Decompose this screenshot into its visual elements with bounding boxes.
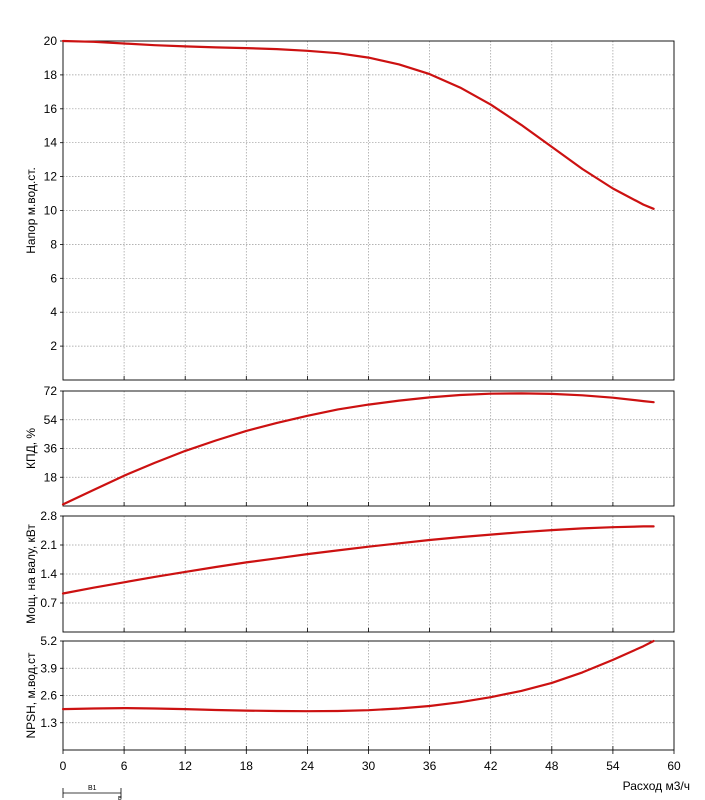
y-axis-title: КПД, % <box>24 428 38 469</box>
x-tick-label: 12 <box>179 759 193 773</box>
y-tick-label: 72 <box>44 384 58 398</box>
series-line-head <box>61 39 655 210</box>
y-tick-label: 2.6 <box>40 689 57 703</box>
x-tick-label: 42 <box>484 759 498 773</box>
series-line-npsh <box>61 639 655 713</box>
panel-head: 2 4 6 8 10 12 14 16 18 20 Напор м.вод.ст. <box>24 34 675 381</box>
x-tick-label: 18 <box>240 759 254 773</box>
y-tick-label: 5.2 <box>40 634 57 648</box>
y-tick-label: 1.3 <box>40 716 57 730</box>
y-tick-label: 2.1 <box>40 538 57 552</box>
x-tick-label: 48 <box>545 759 559 773</box>
y-tick-label: 16 <box>44 102 58 116</box>
y-axis-title: Мощ. на валу, кВт <box>24 524 38 624</box>
x-tick-label: 0 <box>60 759 67 773</box>
y-tick-label: 18 <box>44 68 58 82</box>
x-tick-label: 6 <box>121 759 128 773</box>
x-tick-label: 24 <box>301 759 315 773</box>
b1-marker: В1 в <box>62 785 122 800</box>
y-tick-label: 14 <box>44 136 58 150</box>
y-tick-label: 10 <box>44 204 58 218</box>
y-tick-label: 3.9 <box>40 661 57 675</box>
x-tick-label: 60 <box>667 759 681 773</box>
x-tick-label: 30 <box>362 759 376 773</box>
series-line-power <box>61 525 655 595</box>
x-axis: 0 6 12 18 24 30 36 42 48 54 60 Расход м3/ч <box>60 750 690 793</box>
series-line-efficiency <box>61 392 655 506</box>
x-tick-label: 36 <box>423 759 437 773</box>
y-tick-label: 8 <box>50 237 57 251</box>
y-tick-label: 18 <box>44 470 58 484</box>
x-tick-label: 54 <box>606 759 620 773</box>
x-axis-title: Расход м3/ч <box>623 779 690 793</box>
y-tick-label: 1.4 <box>40 567 57 581</box>
y-tick-label: 4 <box>50 305 57 319</box>
y-tick-label: 2.8 <box>40 509 57 523</box>
panel-efficiency: 18 36 54 72 КПД, % <box>24 384 675 507</box>
y-axis-title: Напор м.вод.ст. <box>24 167 38 254</box>
y-tick-label: 2 <box>50 339 57 353</box>
y-tick-label: 20 <box>44 34 58 48</box>
chart-panels: 2 4 6 8 10 12 14 16 18 20 Напор м.вод.ст. 18 36 54 72 К… <box>24 34 675 751</box>
b1-label: В1 <box>88 785 97 792</box>
y-tick-label: 6 <box>50 271 57 285</box>
y-tick-label: 12 <box>44 170 58 184</box>
y-axis-title: NPSH, м.вод.ст <box>24 652 38 739</box>
y-tick-label: 0.7 <box>40 596 57 610</box>
b-label: в <box>118 795 122 800</box>
y-tick-label: 36 <box>44 442 58 456</box>
y-tick-label: 54 <box>44 413 58 427</box>
